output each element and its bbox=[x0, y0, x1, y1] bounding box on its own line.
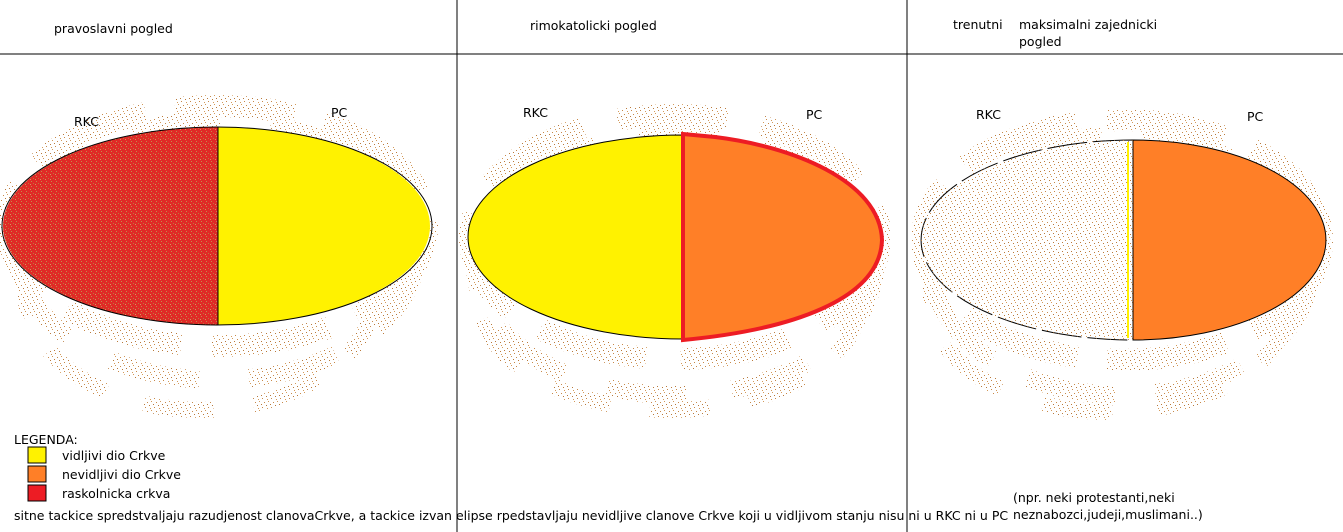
legend-label: raskolnicka crkva bbox=[62, 486, 171, 501]
ellipse-common bbox=[920, 139, 1327, 341]
region-label: RKC bbox=[976, 107, 1001, 122]
region-label: PC bbox=[806, 107, 823, 122]
note: (npr. neki protestanti,neki neznabozci,j… bbox=[1013, 490, 1203, 522]
region-label: RKC bbox=[74, 114, 99, 129]
legend-swatch bbox=[27, 446, 47, 464]
legend-swatch bbox=[27, 484, 47, 502]
legend-label: nevidljivi dio Crkve bbox=[62, 467, 181, 482]
footer-text: sitne tackice spredstvaljaju razudjenost… bbox=[14, 508, 1009, 523]
region-label: PC bbox=[331, 105, 348, 120]
region-label: PC bbox=[1247, 109, 1264, 124]
panel-subtitle: maksimalni zajednicki pogled bbox=[1019, 17, 1158, 49]
panel-title: rimokatolicki pogled bbox=[530, 18, 657, 33]
legend-swatch bbox=[27, 465, 47, 483]
legend-title: LEGENDA: bbox=[14, 432, 78, 447]
region-label: RKC bbox=[523, 105, 548, 120]
legend-label: vidljivi dio Crkve bbox=[62, 448, 166, 463]
ellipse-orthodox bbox=[1, 126, 433, 326]
ellipse-catholic bbox=[467, 131, 885, 343]
panel-title: pravoslavni pogled bbox=[54, 21, 173, 36]
panel-title: trenutni bbox=[953, 17, 1003, 32]
